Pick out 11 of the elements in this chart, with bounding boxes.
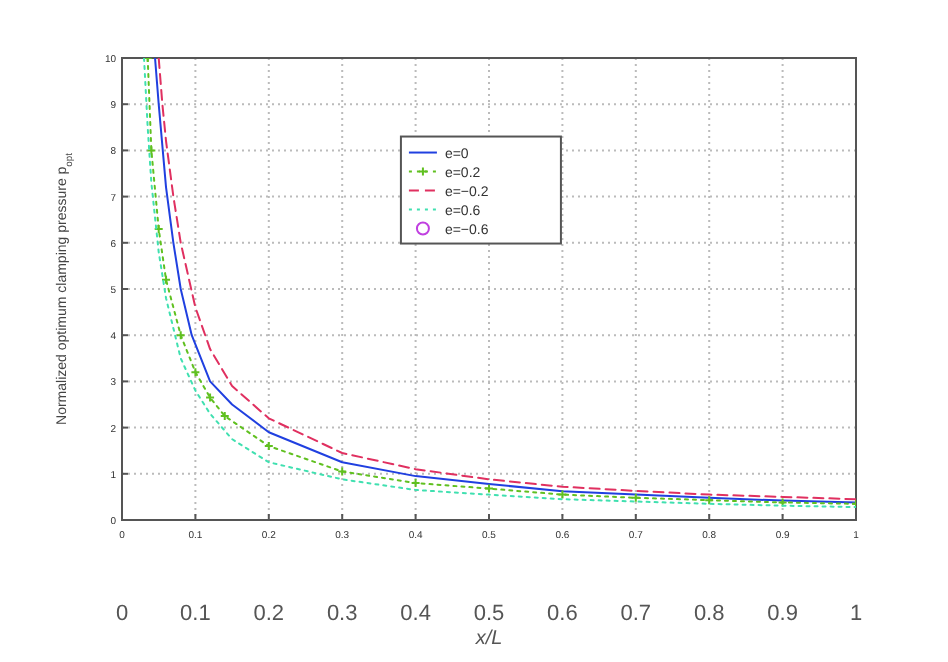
x2-tick-label: 1 [849,602,863,626]
x2-tick-label: 0.8 [693,602,725,626]
x2-tick-label: 0.1 [180,602,211,626]
x2-tick-label: 0.7 [620,602,652,626]
x2-tick-label: 0.3 [326,602,358,626]
x2-tick-label: 0.6 [547,602,578,626]
x2-tick-label: 0.5 [473,602,505,626]
x2-axis-title: x/L [473,628,503,650]
x2-tick-label: 0.4 [400,602,431,626]
x2-tick-label: 0.9 [767,602,798,626]
x2-tick-label: 0.2 [253,602,285,626]
